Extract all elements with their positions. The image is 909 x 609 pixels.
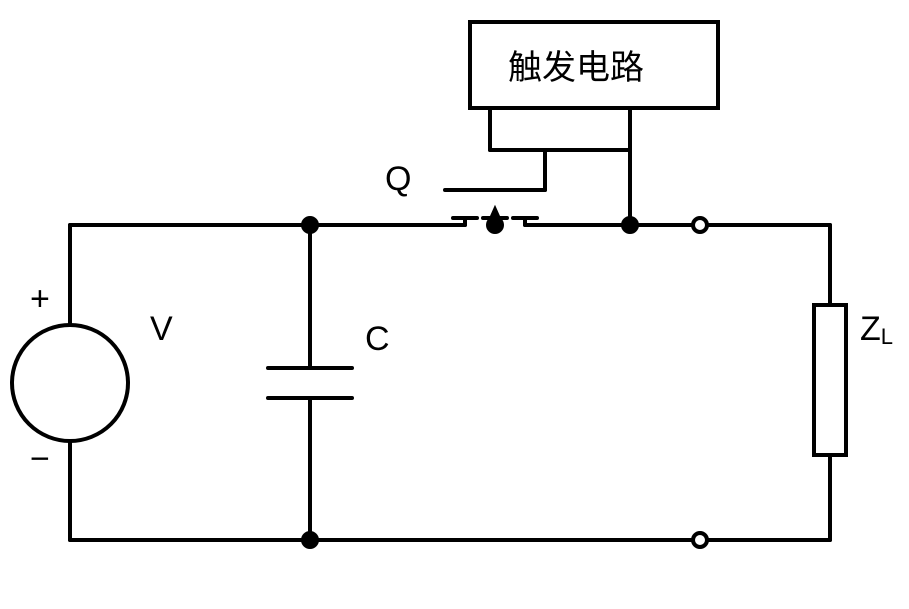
node-dot bbox=[488, 218, 502, 232]
v-label: V bbox=[150, 310, 173, 349]
node-dot bbox=[303, 218, 317, 232]
zl-main: Z bbox=[860, 310, 881, 348]
trigger-box-label: 触发电路 bbox=[508, 40, 644, 89]
c-label: C bbox=[365, 320, 390, 359]
zl-sub: L bbox=[881, 324, 893, 349]
load-impedance-icon bbox=[814, 305, 846, 455]
open-terminal-icon bbox=[693, 218, 707, 232]
zl-label: ZL bbox=[860, 310, 893, 350]
open-terminal-icon bbox=[693, 533, 707, 547]
minus-label: − bbox=[30, 440, 50, 479]
voltage-source-icon bbox=[12, 325, 128, 441]
q-label: Q bbox=[385, 160, 411, 199]
plus-label: + bbox=[30, 280, 50, 319]
